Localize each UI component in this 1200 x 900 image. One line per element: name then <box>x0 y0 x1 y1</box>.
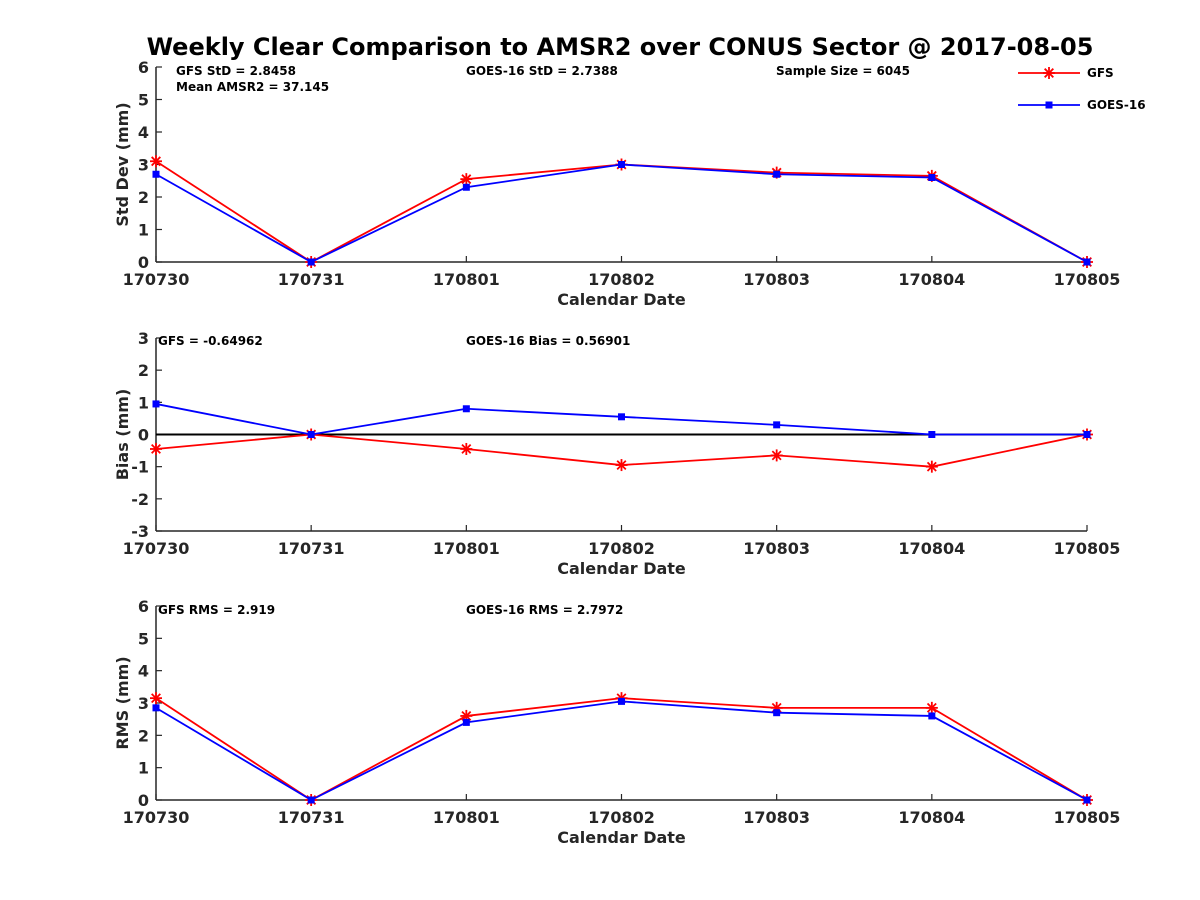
y-tick-label: 2 <box>138 726 149 745</box>
legend: GFS GOES-16 <box>1018 66 1146 112</box>
data-point-goes-16 <box>928 174 936 181</box>
data-point-goes-16 <box>307 258 315 266</box>
data-point-goes-16 <box>307 796 315 804</box>
data-point-gfs <box>150 155 162 168</box>
annotation: GOES-16 RMS = 2.7972 <box>466 603 623 617</box>
y-axis-label: Std Dev (mm) <box>113 102 132 226</box>
chart-panel-1: 0 1 2 3 4 5 6 170730 170731 170801 170802 170803 170… <box>113 58 1120 309</box>
y-tick-label: 3 <box>138 329 149 348</box>
y-tick-label: 4 <box>138 123 149 142</box>
x-tick-label: 170730 <box>123 808 190 827</box>
y-axis-label: RMS (mm) <box>113 656 132 749</box>
data-point-goes-16 <box>773 421 781 429</box>
chart-panel-3: 0 1 2 3 4 5 6 170730 170731 170801 170802 170803 170… <box>113 597 1120 847</box>
x-tick-label: 170805 <box>1054 808 1121 827</box>
x-axis-label: Calendar Date <box>557 290 686 309</box>
annotation: GFS = -0.64962 <box>158 334 263 348</box>
y-tick-label: 5 <box>138 629 149 648</box>
x-tick-label: 170804 <box>898 539 965 558</box>
y-tick-label: 1 <box>138 759 149 778</box>
y-tick-label: 1 <box>138 221 149 240</box>
legend-entry-gfs: GFS <box>1018 66 1114 80</box>
x-tick-label: 170730 <box>123 539 190 558</box>
legend-marker <box>1043 67 1055 79</box>
x-tick-label: 170731 <box>278 539 345 558</box>
data-point-goes-16 <box>152 400 160 408</box>
x-tick-label: 170803 <box>743 270 810 289</box>
x-tick-label: 170804 <box>898 270 965 289</box>
legend-entry-goes-16: GOES-16 <box>1018 98 1146 112</box>
data-point-goes-16 <box>462 405 470 413</box>
legend-label: GFS <box>1087 66 1114 80</box>
y-tick-label: 1 <box>138 393 149 412</box>
x-tick-label: 170730 <box>123 270 190 289</box>
annotation: GFS StD = 2.8458 <box>176 64 296 78</box>
data-point-gfs <box>150 692 162 705</box>
y-tick-label: 6 <box>138 597 149 616</box>
data-point-goes-16 <box>462 718 470 726</box>
x-tick-label: 170802 <box>588 270 655 289</box>
legend-marker <box>1045 101 1053 109</box>
data-point-goes-16 <box>152 704 160 712</box>
data-point-goes-16 <box>928 431 936 438</box>
y-tick-label: 4 <box>138 662 149 681</box>
data-point-goes-16 <box>618 697 625 705</box>
data-point-goes-16 <box>152 170 160 178</box>
x-tick-label: 170803 <box>743 808 810 827</box>
x-tick-label: 170801 <box>433 270 500 289</box>
data-point-goes-16 <box>773 709 781 717</box>
data-point-goes-16 <box>462 183 470 191</box>
data-point-goes-16 <box>307 431 315 438</box>
data-point-goes-16 <box>928 712 936 720</box>
x-tick-label: 170731 <box>278 808 345 827</box>
data-point-goes-16 <box>1083 431 1091 438</box>
y-tick-label: 3 <box>138 694 149 713</box>
data-point-gfs <box>770 449 783 462</box>
data-point-goes-16 <box>618 161 625 168</box>
figure-title: Weekly Clear Comparison to AMSR2 over CO… <box>147 33 1094 61</box>
y-tick-label: 0 <box>138 791 149 810</box>
x-tick-label: 170802 <box>588 539 655 558</box>
y-tick-label: 3 <box>138 156 149 175</box>
y-tick-label: 5 <box>138 91 149 110</box>
y-tick-label: -1 <box>131 458 149 477</box>
data-point-gfs <box>925 701 938 714</box>
y-tick-label: 0 <box>138 426 149 445</box>
data-point-goes-16 <box>618 413 625 421</box>
data-point-goes-16 <box>1083 796 1091 804</box>
x-tick-label: 170731 <box>278 270 345 289</box>
y-tick-label: 6 <box>138 58 149 77</box>
y-tick-label: -3 <box>131 522 149 541</box>
annotation: GOES-16 StD = 2.7388 <box>466 64 618 78</box>
data-point-gfs <box>460 173 473 186</box>
annotation: GOES-16 Bias = 0.56901 <box>466 334 630 348</box>
data-point-goes-16 <box>773 170 781 178</box>
y-tick-label: 2 <box>138 188 149 207</box>
annotation: Mean AMSR2 = 37.145 <box>176 80 329 94</box>
annotation: Sample Size = 6045 <box>776 64 910 78</box>
x-tick-label: 170802 <box>588 808 655 827</box>
x-tick-label: 170801 <box>433 808 500 827</box>
x-tick-label: 170805 <box>1054 539 1121 558</box>
annotation: GFS RMS = 2.919 <box>158 603 275 617</box>
y-tick-label: 2 <box>138 361 149 380</box>
data-point-gfs <box>150 442 162 455</box>
data-point-gfs <box>925 460 938 473</box>
y-axis-label: Bias (mm) <box>113 389 132 481</box>
y-tick-label: 0 <box>138 253 149 272</box>
x-axis-label: Calendar Date <box>557 559 686 578</box>
y-tick-label: -2 <box>131 490 149 509</box>
data-point-gfs <box>615 459 628 472</box>
x-tick-label: 170805 <box>1054 270 1121 289</box>
data-point-gfs <box>460 442 473 455</box>
chart-panel-2: -3 -2 -1 0 1 2 3 170730 170731 170801 170802 170803… <box>113 329 1120 578</box>
data-point-goes-16 <box>1083 258 1091 266</box>
x-tick-label: 170801 <box>433 539 500 558</box>
x-axis-label: Calendar Date <box>557 828 686 847</box>
x-tick-label: 170803 <box>743 539 810 558</box>
legend-label: GOES-16 <box>1087 98 1146 112</box>
x-tick-label: 170804 <box>898 808 965 827</box>
